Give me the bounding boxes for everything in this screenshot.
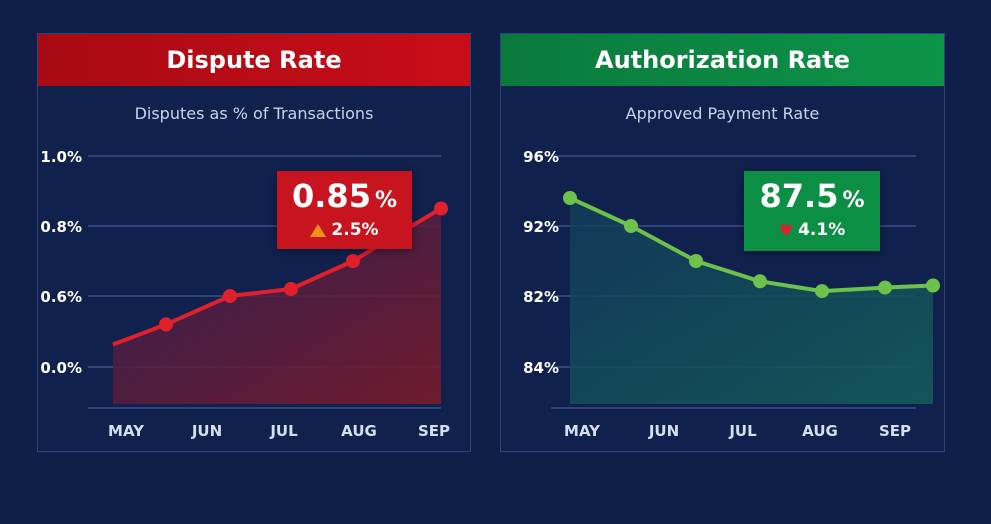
panel-subtitle: Disputes as % of Transactions bbox=[134, 104, 374, 123]
y-tick-label: 82% bbox=[523, 288, 559, 306]
data-point bbox=[563, 191, 577, 205]
data-point bbox=[624, 219, 638, 233]
panel-title: Authorization Rate bbox=[501, 34, 944, 86]
data-point bbox=[878, 280, 892, 295]
callout-value: 87.5 bbox=[759, 177, 839, 215]
area-fill bbox=[570, 198, 933, 404]
data-point bbox=[159, 317, 173, 332]
x-tick-label: JUN bbox=[191, 422, 222, 440]
series-line bbox=[112, 206, 443, 347]
x-tick-label: JUL bbox=[269, 422, 298, 440]
x-tick-label: AUG bbox=[341, 422, 377, 440]
y-tick-label: 84% bbox=[523, 359, 559, 377]
data-point bbox=[346, 254, 360, 268]
data-point bbox=[284, 282, 298, 296]
y-tick-label: 0.8% bbox=[40, 218, 82, 236]
dispute-callout: 0.85% 2.5% bbox=[277, 171, 412, 249]
callout-value: 0.85 bbox=[292, 177, 371, 215]
x-tick-label: MAY bbox=[108, 422, 145, 440]
authorization-callout: 87.5% ♥ 4.1% bbox=[744, 171, 880, 251]
callout-change: 2.5% bbox=[331, 220, 379, 240]
x-tick-label: MAY bbox=[564, 422, 601, 440]
authorization-chart: 96% 92% 82% 84% MAY JUN JUL AUG SEP bbox=[523, 148, 940, 440]
y-tick-label: 92% bbox=[523, 218, 559, 236]
callout-unit: % bbox=[842, 188, 865, 213]
x-tick-label: AUG bbox=[802, 422, 838, 440]
panel-title: Dispute Rate bbox=[38, 34, 470, 86]
panel-subtitle: Approved Payment Rate bbox=[625, 104, 820, 123]
data-point bbox=[926, 278, 940, 293]
y-tick-label: 1.0% bbox=[40, 148, 82, 166]
callout-change: 4.1% bbox=[798, 220, 846, 240]
data-point bbox=[753, 274, 767, 289]
y-tick-label: 0.0% bbox=[40, 359, 82, 377]
data-point bbox=[434, 201, 448, 216]
x-tick-label: SEP bbox=[879, 422, 911, 440]
authorization-rate-panel: Authorization Rate Approved Payment Rate… bbox=[500, 33, 945, 452]
dispute-rate-panel: Dispute Rate Disputes as % of Transactio… bbox=[37, 33, 471, 452]
data-point bbox=[689, 254, 703, 268]
triangle-up-icon bbox=[310, 223, 327, 237]
area-fill bbox=[113, 208, 441, 404]
x-tick-label: SEP bbox=[418, 422, 450, 440]
heart-down-icon: ♥ bbox=[778, 220, 794, 240]
x-tick-label: JUN bbox=[648, 422, 679, 440]
dispute-chart: 1.0% 0.8% 0.6% 0.0% MAY JUN JUL AUG SEP bbox=[40, 148, 450, 440]
data-point bbox=[223, 289, 237, 303]
y-tick-label: 0.6% bbox=[40, 288, 82, 306]
callout-unit: % bbox=[374, 188, 397, 213]
data-point bbox=[815, 284, 829, 299]
y-tick-label: 96% bbox=[523, 148, 559, 166]
x-tick-label: JUL bbox=[728, 422, 757, 440]
